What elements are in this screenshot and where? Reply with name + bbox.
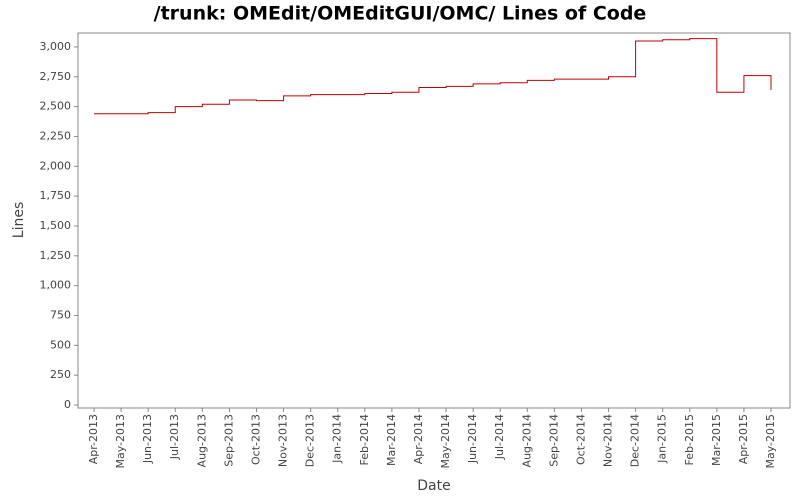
x-tick-label: Sep-2014 [547, 414, 560, 467]
x-tick-label: Mar-2015 [710, 414, 723, 466]
x-tick-label: Nov-2013 [277, 414, 290, 467]
y-tick-label: 2,000 [40, 159, 72, 172]
x-axis-label: Date [417, 478, 450, 494]
line [94, 38, 772, 115]
x-tick-label: Dec-2013 [304, 414, 317, 467]
x-tick-label: Apr-2014 [412, 414, 425, 464]
y-tick-label: 0 [64, 398, 71, 411]
y-tick-label: 1,500 [40, 219, 72, 232]
y-tick-label: 3,000 [40, 40, 72, 53]
x-tick-label: Mar-2014 [385, 414, 398, 466]
x-tick-label: May-2013 [114, 414, 127, 469]
x-tick-label: Sep-2013 [222, 414, 235, 467]
x-tick-label: Jul-2013 [168, 414, 181, 460]
x-tick-label: Jun-2014 [466, 414, 479, 464]
chart-title: /trunk: OMEdit/OMEditGUI/OMC/ Lines of C… [154, 3, 647, 25]
y-tick-label: 1,000 [40, 279, 72, 292]
x-tick-label: Feb-2015 [683, 414, 696, 465]
x-tick-label: Oct-2014 [574, 414, 587, 465]
plot-frame [77, 32, 791, 409]
y-tick-label: 1,750 [40, 189, 72, 202]
x-tick-label: Dec-2014 [629, 414, 642, 467]
x-tick-label: Aug-2014 [520, 414, 533, 467]
y-tick-label: 2,750 [40, 70, 72, 83]
x-tick-label: Jul-2014 [493, 414, 506, 460]
x-tick-label: Aug-2013 [195, 414, 208, 467]
y-tick-label: 750 [50, 308, 71, 321]
x-tick-label: Jun-2013 [141, 414, 154, 464]
y-tick-label: 250 [50, 368, 71, 381]
x-tick-label: May-2015 [764, 414, 777, 469]
x-tick-label: Jan-2014 [331, 414, 344, 464]
x-tick-label: Jan-2015 [656, 414, 669, 464]
y-tick-label: 2,250 [40, 129, 72, 142]
x-tick-label: Feb-2014 [358, 414, 371, 465]
x-tick-label: Oct-2013 [249, 414, 262, 465]
y-axis-label: Lines [11, 202, 27, 238]
x-tick-label: Nov-2014 [602, 414, 615, 467]
x-tick-label: Apr-2015 [737, 414, 750, 464]
x-tick-label: Apr-2013 [87, 414, 100, 464]
y-tick-label: 1,250 [40, 249, 72, 262]
x-tick-label: May-2014 [439, 414, 452, 469]
y-tick-label: 2,500 [40, 100, 72, 113]
y-tick-label: 500 [50, 338, 71, 351]
